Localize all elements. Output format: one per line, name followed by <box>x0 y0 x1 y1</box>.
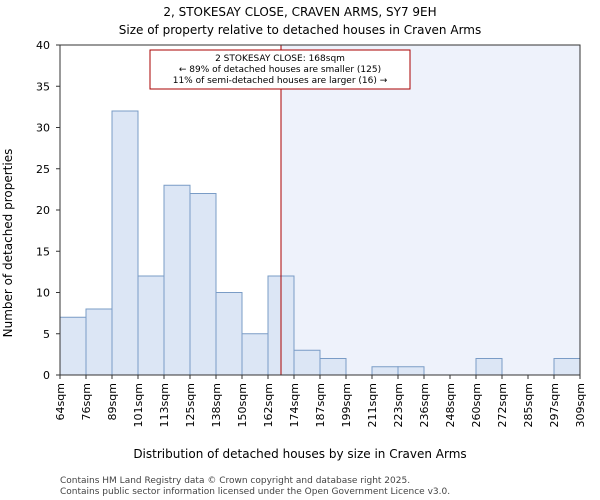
annotation-line-1: 2 STOKESAY CLOSE: 168sqm <box>215 54 345 64</box>
bar-64sqm <box>59 316 87 376</box>
larger-region <box>281 45 580 375</box>
annotation-frame <box>149 49 411 90</box>
y-tick-label: 15 <box>36 245 50 258</box>
x-tick-label: 125sqm <box>184 383 197 427</box>
x-tick-label: 272sqm <box>496 383 509 427</box>
bar-138sqm <box>215 292 243 376</box>
x-tick-label: 223sqm <box>392 383 405 427</box>
x-tick-label: 285sqm <box>522 383 535 427</box>
y-axis: 0 5 10 15 20 25 30 35 40 <box>36 39 60 382</box>
x-tick-label: 248sqm <box>444 383 457 427</box>
chart-title: 2, STOKESAY CLOSE, CRAVEN ARMS, SY7 9EH <box>163 5 436 19</box>
footer-line-2: Contains public sector information licen… <box>60 487 450 497</box>
bar-101sqm <box>137 275 165 376</box>
bars-group <box>59 110 581 376</box>
y-tick-label: 30 <box>36 122 50 135</box>
x-tick-label: 297sqm <box>548 383 561 427</box>
annotation-box: 2 STOKESAY CLOSE: 168sqm ← 89% of detach… <box>149 49 411 90</box>
x-axis: 64sqm 76sqm 89sqm 101sqm 113sqm 125sqm 138sqm 1… <box>54 375 587 427</box>
bar-113sqm <box>163 184 191 376</box>
x-tick-label: 199sqm <box>340 383 353 427</box>
y-tick-label: 20 <box>36 204 50 217</box>
x-tick-label: 89sqm <box>106 383 119 420</box>
y-tick-label: 10 <box>36 287 50 300</box>
footer-line-1: Contains HM Land Registry data © Crown c… <box>60 476 410 486</box>
x-tick-label: 309sqm <box>574 383 587 427</box>
y-tick-label: 40 <box>36 39 50 52</box>
bar-211sqm <box>371 366 399 376</box>
x-tick-label: 150sqm <box>236 383 249 427</box>
x-tick-label: 101sqm <box>132 383 145 427</box>
bar-223sqm <box>397 366 425 376</box>
bar-260sqm <box>475 358 503 376</box>
y-axis-label: Number of detached properties <box>1 149 15 338</box>
bar-125sqm <box>189 193 217 376</box>
x-tick-label: 113sqm <box>158 383 171 427</box>
x-tick-label: 76sqm <box>80 383 93 420</box>
y-tick-label: 0 <box>43 369 50 382</box>
bar-297sqm <box>553 358 581 376</box>
y-tick-label: 35 <box>36 80 50 93</box>
y-tick-label: 25 <box>36 163 50 176</box>
x-tick-label: 236sqm <box>418 383 431 427</box>
x-tick-label: 64sqm <box>54 383 67 420</box>
bar-187sqm <box>319 358 347 376</box>
x-axis-label: Distribution of detached houses by size … <box>133 447 466 461</box>
bar-76sqm <box>85 308 113 376</box>
x-tick-label: 162sqm <box>262 383 275 427</box>
annotation-line-2: ← 89% of detached houses are smaller (12… <box>179 65 381 75</box>
chart-subtitle: Size of property relative to detached ho… <box>119 23 481 37</box>
y-tick-label: 5 <box>43 328 50 341</box>
x-tick-label: 187sqm <box>314 383 327 427</box>
x-tick-label: 174sqm <box>288 383 301 427</box>
x-tick-label: 138sqm <box>210 383 223 427</box>
x-tick-label: 260sqm <box>470 383 483 427</box>
bar-89sqm <box>111 110 139 376</box>
x-tick-label: 211sqm <box>366 383 379 427</box>
annotation-line-3: 11% of semi-detached houses are larger (… <box>173 76 388 86</box>
bar-174sqm <box>293 349 321 376</box>
bar-150sqm <box>241 333 269 376</box>
